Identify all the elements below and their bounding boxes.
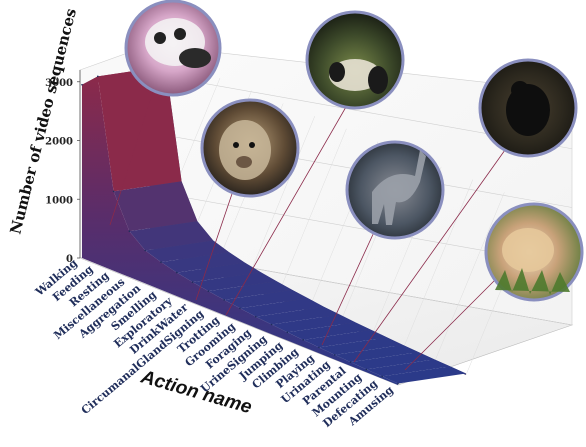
data-point-urinesigning (270, 323, 273, 326)
data-point-exploratory (176, 271, 178, 274)
data-point-grooming (239, 307, 241, 310)
data-point-defecating (381, 375, 384, 378)
gridline (402, 179, 474, 350)
data-point-walking (81, 83, 83, 86)
data-point-drinkwater (191, 281, 194, 283)
photo-panda-eating (124, 0, 222, 97)
data-point-foraging (255, 315, 257, 318)
leader-line (225, 99, 351, 316)
data-point-climbing (302, 339, 305, 341)
data-point-amusing (397, 382, 399, 385)
surface-strip (145, 240, 229, 263)
data-point-circumanalglandsigning (207, 290, 210, 292)
leader-line (321, 229, 376, 346)
surface-strip (255, 306, 340, 325)
photo-golden-animal (484, 202, 584, 302)
surface-strip (271, 314, 356, 333)
y-tick-label: 0 (66, 254, 73, 265)
data-point-parental (349, 361, 352, 363)
data-point-aggregation (144, 249, 146, 252)
surface-strip (208, 281, 293, 300)
photo-insets (124, 0, 584, 302)
data-point-resting (112, 190, 115, 193)
leader-line (404, 269, 506, 371)
gridline (434, 192, 505, 363)
photo-panda-forest (305, 10, 405, 110)
surface-strip (176, 262, 261, 283)
y-tick-label: 3000 (45, 78, 73, 89)
photo-monkey (200, 98, 300, 198)
leader-line (195, 184, 236, 301)
surface-strip (382, 366, 466, 384)
data-point-miscellaneous (128, 230, 131, 233)
surface-strip (319, 337, 403, 355)
surface-strip (113, 181, 198, 232)
surface-strip (303, 329, 387, 348)
x-axis-ticks: WalkingFeedingRestingMiscellaneousAggreg… (32, 256, 396, 430)
surface-strip (129, 221, 214, 251)
y-tick-label: 2000 (45, 137, 73, 148)
gridline (276, 128, 347, 299)
surface-strip (192, 272, 277, 292)
surface-strip (224, 289, 308, 309)
surface-strip (334, 344, 419, 363)
data-point-urinating (334, 354, 336, 356)
gridline (244, 116, 316, 287)
photo-takin (345, 140, 445, 240)
surface-strip (161, 252, 245, 273)
data-point-jumping (286, 331, 289, 334)
surface-strip (366, 359, 451, 377)
data-point-trotting (223, 299, 225, 301)
surface-strip (97, 66, 182, 192)
photo-black-bear (478, 58, 578, 158)
leader-line (109, 69, 161, 226)
surface-strip (240, 298, 324, 317)
data-point-feeding (97, 75, 99, 78)
surface-strip (287, 322, 372, 340)
data-point-playing (318, 346, 320, 349)
y-tick-label: 1000 (45, 195, 73, 206)
leader-line (353, 149, 506, 363)
data-point-smelling (160, 261, 162, 263)
surface-strip (350, 352, 435, 370)
data-point-mounting (365, 368, 368, 371)
leader-lines (109, 69, 506, 371)
